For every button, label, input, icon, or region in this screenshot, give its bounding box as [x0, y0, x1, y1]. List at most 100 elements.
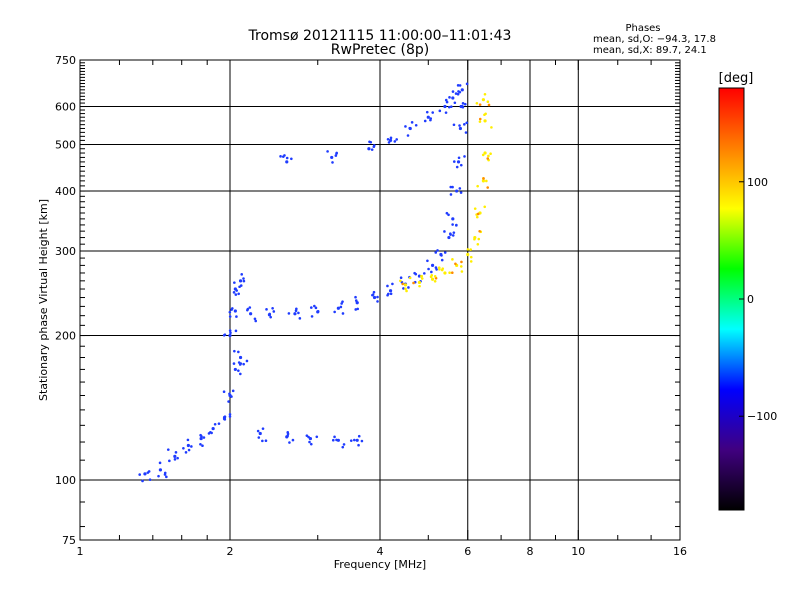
data-point	[459, 265, 463, 268]
data-point	[163, 473, 167, 476]
data-point	[438, 268, 441, 271]
data-point	[451, 96, 455, 100]
data-point	[286, 432, 290, 436]
data-point	[451, 185, 454, 189]
data-point	[463, 102, 467, 106]
data-point	[440, 254, 443, 257]
data-point	[461, 105, 465, 109]
data-point	[182, 446, 185, 450]
data-point	[222, 390, 226, 393]
data-point	[460, 88, 464, 92]
data-point	[464, 131, 468, 134]
data-point	[141, 479, 144, 483]
data-point	[240, 273, 244, 276]
data-point	[242, 277, 245, 280]
data-point	[228, 415, 232, 418]
chart-title: Tromsø 20121115 11:00:00–11:01:43	[248, 28, 512, 44]
data-point	[483, 119, 487, 123]
data-point	[227, 400, 230, 403]
data-point	[233, 309, 237, 313]
data-point	[340, 302, 343, 305]
data-point	[370, 148, 374, 151]
data-point	[481, 98, 485, 102]
data-point	[443, 104, 447, 109]
data-point	[478, 103, 482, 106]
data-point	[228, 333, 232, 338]
data-point	[233, 281, 236, 284]
data-point	[158, 468, 163, 472]
colorbar-tick-label: 0	[747, 293, 754, 306]
data-point	[455, 165, 459, 169]
data-point	[331, 438, 335, 442]
data-point	[342, 443, 346, 446]
data-point	[223, 333, 227, 336]
colorbar: 100 0 −100	[718, 87, 777, 511]
data-point	[238, 285, 241, 289]
data-point	[257, 436, 261, 439]
data-point	[238, 279, 243, 283]
data-point	[403, 283, 408, 287]
data-point	[297, 311, 300, 315]
colorbar-tick-label: −100	[747, 410, 777, 423]
data-point	[486, 186, 490, 189]
data-point	[427, 267, 430, 271]
data-point	[457, 156, 461, 160]
data-point	[357, 434, 361, 438]
x-tick-label: 16	[673, 545, 687, 558]
data-point	[310, 315, 314, 318]
data-point	[459, 191, 463, 194]
data-point	[387, 141, 391, 144]
data-point	[475, 101, 479, 105]
data-point	[238, 363, 242, 366]
data-point	[309, 306, 313, 309]
data-point	[444, 98, 448, 102]
data-point	[261, 439, 264, 443]
data-point	[229, 331, 232, 335]
data-point	[449, 193, 453, 196]
data-point	[490, 126, 493, 129]
data-point	[444, 111, 448, 114]
data-point	[173, 458, 177, 461]
data-point	[372, 290, 376, 294]
data-point	[455, 224, 458, 227]
data-point	[341, 445, 345, 449]
data-point	[449, 185, 453, 189]
data-point	[371, 293, 375, 296]
data-point	[376, 300, 379, 303]
data-point	[290, 157, 293, 161]
data-point	[423, 272, 426, 275]
y-tick-label: 750	[55, 54, 76, 67]
data-point	[430, 263, 435, 267]
data-point	[455, 189, 459, 193]
data-point	[414, 272, 418, 276]
data-point	[285, 156, 289, 160]
data-point	[476, 184, 479, 188]
phases-line-x: mean, sd,X: 89.7, 24.1	[593, 45, 707, 56]
data-point	[213, 422, 217, 426]
data-point	[249, 312, 253, 316]
data-point	[445, 211, 449, 215]
data-point	[228, 329, 232, 332]
data-point	[201, 444, 204, 448]
data-point	[293, 312, 297, 316]
data-point	[481, 153, 485, 157]
data-point	[451, 234, 455, 237]
x-tick-label: 8	[527, 545, 534, 558]
data-point	[426, 259, 429, 263]
data-point	[393, 140, 397, 143]
data-point	[237, 350, 240, 354]
data-point	[458, 126, 463, 131]
data-point	[452, 160, 456, 163]
data-point	[165, 475, 168, 479]
data-point	[190, 445, 193, 448]
data-point	[486, 100, 490, 103]
data-point	[399, 279, 402, 283]
data-point	[298, 317, 302, 320]
data-point	[232, 362, 236, 365]
data-point	[238, 355, 243, 360]
data-point	[352, 438, 356, 442]
data-point	[283, 154, 286, 157]
data-point	[223, 415, 227, 418]
data-point	[447, 213, 450, 217]
data-point	[295, 307, 298, 311]
